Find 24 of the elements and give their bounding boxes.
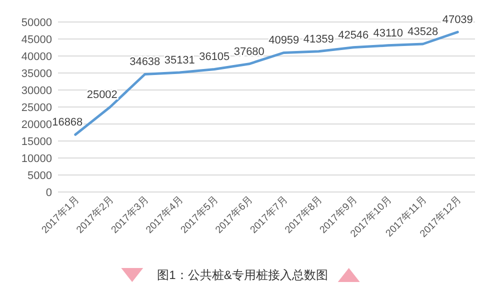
y-tick-label: 0: [46, 187, 52, 199]
y-tick-label: 45000: [21, 34, 52, 46]
data-label: 40959: [268, 34, 300, 47]
data-label: 42546: [338, 29, 369, 42]
caption: 图1：公共桩&专用桩接入总数图: [157, 268, 328, 282]
y-tick-label: 30000: [21, 85, 52, 97]
y-tick-label: 35000: [21, 68, 52, 80]
y-tick-label: 5000: [28, 170, 52, 182]
y-tick-label: 40000: [21, 51, 52, 63]
data-label: 16868: [52, 116, 83, 129]
y-tick-label: 25000: [21, 102, 52, 114]
data-label: 36105: [199, 51, 230, 64]
data-label: 41359: [303, 33, 334, 46]
data-label: 43528: [408, 26, 438, 38]
data-label: 37680: [234, 46, 264, 58]
data-label: 35131: [164, 54, 195, 67]
data-label: 43110: [373, 27, 404, 40]
y-tick-label: 50000: [21, 17, 52, 29]
y-tick-label: 15000: [21, 136, 52, 148]
y-tick-label: 10000: [21, 153, 52, 165]
data-label: 25002: [86, 88, 118, 101]
y-tick-label: 20000: [21, 119, 52, 131]
data-label: 34638: [130, 56, 160, 68]
data-label: 47039: [442, 14, 473, 26]
